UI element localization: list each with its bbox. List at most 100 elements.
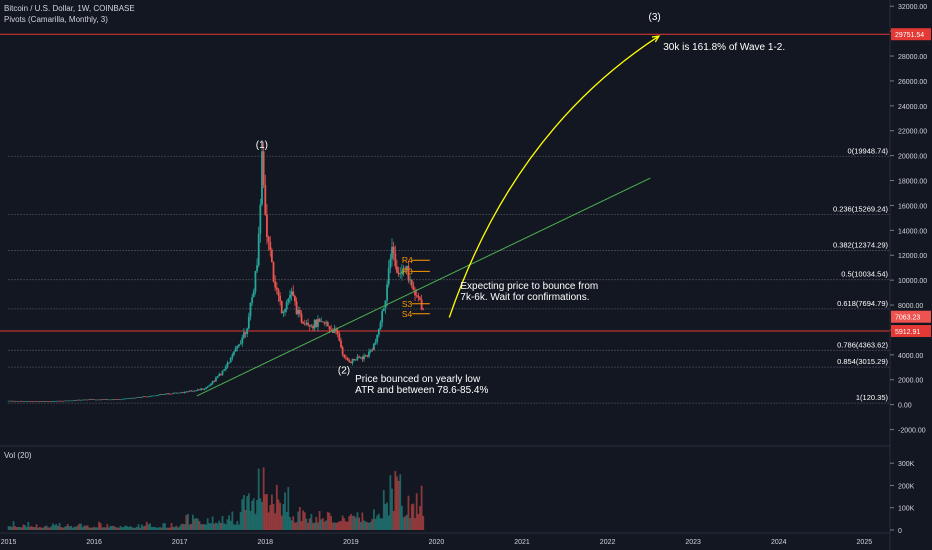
candle-body — [144, 396, 147, 397]
volume-bar — [397, 480, 400, 530]
candle-body — [317, 319, 319, 327]
volume-bar — [364, 521, 367, 530]
candle-body — [119, 399, 122, 401]
fib-label: 0.236(15269.24) — [833, 205, 889, 214]
volume-bar — [218, 520, 221, 530]
candle-body — [353, 359, 356, 361]
volume-bar — [75, 526, 77, 530]
fib-label: 0.618(7694.79) — [837, 299, 888, 308]
candle-body — [205, 387, 207, 389]
candle-body — [345, 357, 347, 359]
candle-body — [61, 400, 64, 402]
y-tick-label: 2000.00 — [898, 378, 923, 385]
candle-body — [88, 399, 91, 400]
candle-body — [351, 359, 354, 364]
volume-label[interactable]: Vol (20) — [4, 451, 32, 460]
y-tick-label: 0.00 — [898, 403, 912, 410]
wave-label: (1) — [256, 140, 268, 151]
candle-body — [60, 400, 63, 402]
symbol-title[interactable]: Bitcoin / U.S. Dollar, 1W, COINBASE — [4, 4, 135, 13]
volume-bar — [108, 527, 110, 530]
candle-body — [341, 347, 344, 355]
volume-bar — [351, 515, 354, 530]
candle-body — [201, 388, 204, 390]
volume-bar — [14, 526, 17, 530]
candle-body — [219, 374, 222, 375]
volume-bar — [38, 526, 41, 530]
candles-layer[interactable] — [7, 139, 425, 403]
candle-body — [66, 400, 69, 402]
candle-body — [40, 401, 43, 402]
volume-bar — [160, 527, 163, 530]
volume-bar — [340, 521, 342, 530]
fib-label: 0.786(4363.62) — [837, 340, 888, 349]
candle-body — [223, 369, 226, 371]
candle-body — [226, 362, 229, 367]
candle-body — [282, 311, 285, 313]
volume-bar — [259, 498, 262, 530]
volume-bar — [341, 515, 344, 530]
volume-bar — [233, 524, 235, 530]
candle-body — [407, 265, 410, 281]
candle-body — [9, 400, 12, 402]
candle-body — [185, 391, 188, 393]
pivot-label: S3 — [402, 299, 413, 309]
candle-body — [234, 348, 237, 352]
candle-body — [150, 395, 153, 397]
volume-bar — [145, 521, 148, 530]
volume-bar — [50, 526, 53, 530]
candle-body — [55, 400, 58, 402]
annotation-line: Expecting price to bounce from — [460, 281, 598, 292]
candle-body — [270, 250, 273, 263]
volume-bar — [315, 516, 318, 530]
candle-body — [297, 310, 300, 315]
x-tick-label: 2016 — [86, 539, 102, 546]
candle-body — [71, 400, 74, 402]
candle-body — [396, 266, 398, 273]
volume-bar — [216, 523, 219, 530]
candle-body — [280, 301, 283, 313]
candle-body — [369, 349, 372, 352]
candle-body — [400, 271, 403, 274]
candle-body — [83, 399, 86, 401]
candle-body — [155, 395, 158, 397]
volume-bar — [211, 516, 214, 530]
candle-body — [29, 401, 31, 402]
volume-bar — [191, 514, 194, 530]
volume-bar — [42, 527, 45, 530]
candle-body — [389, 258, 392, 269]
candle-body — [33, 401, 36, 402]
candle-body — [57, 400, 59, 402]
candle-body — [162, 394, 165, 395]
candle-body — [188, 390, 191, 392]
volume-bar — [190, 523, 193, 530]
candle-body — [354, 359, 357, 361]
candle-body — [187, 391, 189, 393]
volume-bar — [119, 526, 122, 530]
volume-bar — [238, 524, 240, 530]
annotation: Expecting price to bounce from 7k-6k. Wai… — [460, 281, 598, 303]
candle-body — [368, 351, 370, 357]
volume-tick-label: 200K — [898, 483, 915, 490]
x-tick-label: 2015 — [1, 539, 17, 546]
volume-bar — [358, 517, 360, 530]
volume-bar — [147, 524, 150, 530]
volume-bar — [85, 525, 87, 530]
volume-bar — [409, 518, 412, 530]
candle-body — [131, 397, 133, 399]
candle-body — [183, 391, 186, 393]
candle-body — [103, 399, 105, 400]
candle-body — [257, 233, 260, 266]
volume-bar — [129, 526, 132, 530]
volume-bar — [414, 518, 416, 530]
volume-bar — [228, 515, 230, 530]
candle-body — [172, 393, 175, 394]
candle-body — [371, 349, 374, 351]
volume-bar — [323, 521, 326, 530]
volume-bar — [12, 521, 15, 530]
volume-bar — [15, 527, 18, 530]
indicator-label[interactable]: Pivots (Camarilla, Monthly, 3) — [4, 15, 108, 24]
volume-bar — [241, 499, 244, 530]
